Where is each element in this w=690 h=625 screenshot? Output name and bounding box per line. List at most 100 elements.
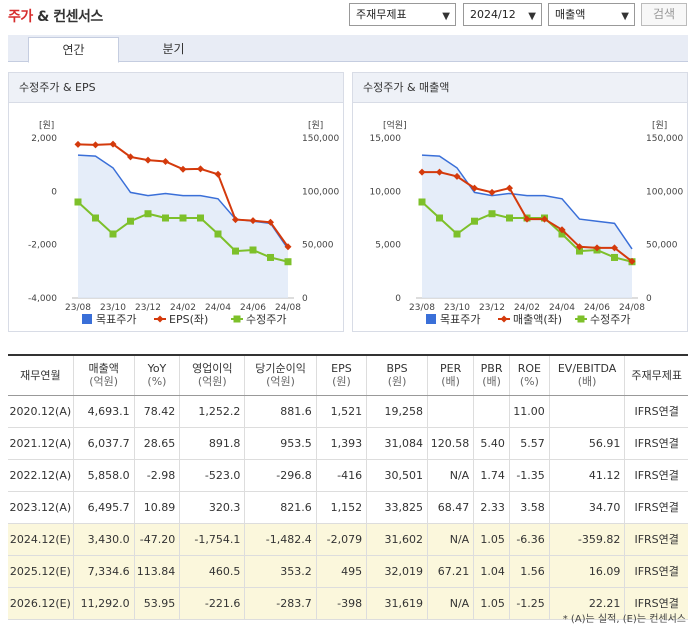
column-header: 영업이익 (억원) (179, 354, 245, 396)
column-header-unit: (억원) (197, 375, 227, 389)
table-cell: 3.58 (508, 491, 550, 524)
left-axis-unit: [원] (39, 120, 54, 131)
tab-quarterly[interactable]: 분기 (162, 42, 185, 56)
table-row: 2020.12(A) 4,693.1 78.42 1,252.2 881.6 1,521 1… (8, 395, 688, 428)
table-cell: IFRS연결 (624, 523, 688, 556)
price-point (127, 217, 134, 225)
table-cell: 28.65 (133, 427, 180, 460)
left-series-point (162, 157, 169, 165)
table-cell: 53.95 (133, 587, 180, 620)
column-header-label: 매출액 (88, 362, 119, 376)
column-header-unit: (배) (577, 375, 597, 389)
column-header-unit: (%) (147, 375, 167, 389)
table-cell: 56.91 (548, 427, 625, 460)
table-cell: 1.05 (473, 523, 510, 556)
column-header: 재무연월 (8, 354, 74, 396)
left-series-point (214, 170, 222, 178)
table-cell: 2023.12(A) (8, 491, 74, 524)
y2-tick-label: 100,000 (646, 187, 683, 197)
table-cell: 32,019 (366, 555, 428, 588)
table-cell: IFRS연결 (624, 555, 688, 588)
y2-tick-label: 50,000 (302, 241, 334, 251)
column-header-label: PBR (480, 362, 503, 376)
price-point (471, 217, 478, 225)
left-series-point (523, 215, 531, 223)
title-part-price: 주가 (8, 9, 33, 25)
legend-label: 목표주가 (440, 313, 480, 326)
table-row: 2026.12(E) 11,292.0 53.95 -221.6 -283.7 -398 3… (8, 587, 688, 620)
y2-tick-label: 150,000 (302, 134, 339, 144)
column-header-label: BPS (386, 362, 408, 376)
title-part-consensus: 컨센서스 (53, 9, 103, 25)
statement-type-select[interactable]: 주재무제표 ▼ (349, 3, 456, 26)
column-header: EPS (원) (315, 354, 367, 396)
table-cell: 33,825 (366, 491, 428, 524)
table-cell (548, 395, 625, 428)
y2-tick-label: 150,000 (646, 134, 683, 144)
price-point (109, 230, 117, 238)
table-cell: 11.00 (508, 395, 550, 428)
eps-chart: [원] [원] 2,000 0 -2,000 -4,000 150,000 100,000 50… (28, 120, 340, 326)
consensus-table: 재무연월 매출액 (억원) YoY (%) 영업이익 (억원) 당기순이익 (억원) EPS (원)… (8, 354, 688, 620)
price-point (506, 214, 513, 222)
x-tick-label: 23/12 (135, 303, 161, 313)
column-header-label: YoY (147, 362, 167, 376)
legend-label: 수정주가 (246, 313, 286, 326)
table-cell: 4,693.1 (72, 395, 135, 428)
period-tabs: 연간 분기 (8, 35, 688, 63)
period-select[interactable]: 2024/12 ▼ (463, 3, 542, 26)
y-tick-label: -2,000 (28, 241, 57, 251)
tab-annual[interactable]: 연간 (28, 37, 119, 63)
statement-type-value: 주재무제표 (356, 8, 407, 21)
table-cell: 3,430.0 (72, 523, 135, 556)
column-header-label: PER (440, 362, 462, 376)
price-point (179, 214, 187, 222)
legend-label: 목표주가 (96, 313, 136, 326)
target-price-area (78, 155, 288, 298)
y-tick-label: 15,000 (370, 134, 402, 144)
table-cell: 953.5 (244, 427, 317, 460)
table-cell: 2024.12(E) (8, 523, 74, 556)
column-header-label: 영업이익 (192, 362, 233, 376)
table-cell: -6.36 (508, 523, 550, 556)
search-button[interactable]: 검색 (641, 3, 687, 26)
table-cell: 2020.12(A) (8, 395, 74, 428)
table-cell: IFRS연결 (624, 427, 688, 460)
table-cell: N/A (427, 459, 474, 492)
x-tick-label: 24/02 (514, 303, 540, 313)
table-cell: 16.09 (548, 555, 625, 588)
table-cell: 2026.12(E) (8, 587, 74, 620)
left-series-point (144, 156, 152, 164)
x-tick-label: 23/10 (100, 303, 126, 313)
table-cell: -283.7 (244, 587, 317, 620)
column-header: EV/EBITDA (배) (548, 354, 625, 396)
metric-select[interactable]: 매출액 ▼ (548, 3, 635, 26)
price-point (162, 214, 169, 222)
table-cell: -296.8 (244, 459, 317, 492)
price-point (74, 198, 82, 206)
left-series-point (506, 184, 513, 192)
left-series-point (576, 243, 583, 251)
table-cell: 78.42 (133, 395, 180, 428)
column-header-label: 주재무제표 (631, 368, 682, 382)
legend-swatch-left-marker (156, 315, 164, 323)
table-cell: N/A (427, 523, 474, 556)
table-cell: -2,079 (315, 523, 367, 556)
table-cell (427, 395, 474, 428)
legend-label: 수정주가 (590, 313, 630, 326)
chart-panel-sales: 수정주가 & 매출액 [억원] [원] 15,000 10,000 5,000 0 150,… (352, 72, 688, 332)
x-tick-label: 23/08 (65, 303, 91, 313)
table-cell: 7,334.6 (72, 555, 135, 588)
table-cell: IFRS연결 (624, 491, 688, 524)
target-price-line (421, 154, 633, 250)
column-header: 매출액 (억원) (72, 354, 135, 396)
table-cell: 31,084 (366, 427, 428, 460)
table-cell: -221.6 (179, 587, 245, 620)
table-cell: -523.0 (179, 459, 245, 492)
table-cell: 1,521 (315, 395, 367, 428)
left-series-point (284, 243, 292, 251)
table-cell: 1,152 (315, 491, 367, 524)
price-point (214, 230, 222, 238)
table-cell: 11,292.0 (72, 587, 135, 620)
table-cell: 5.40 (473, 427, 510, 460)
